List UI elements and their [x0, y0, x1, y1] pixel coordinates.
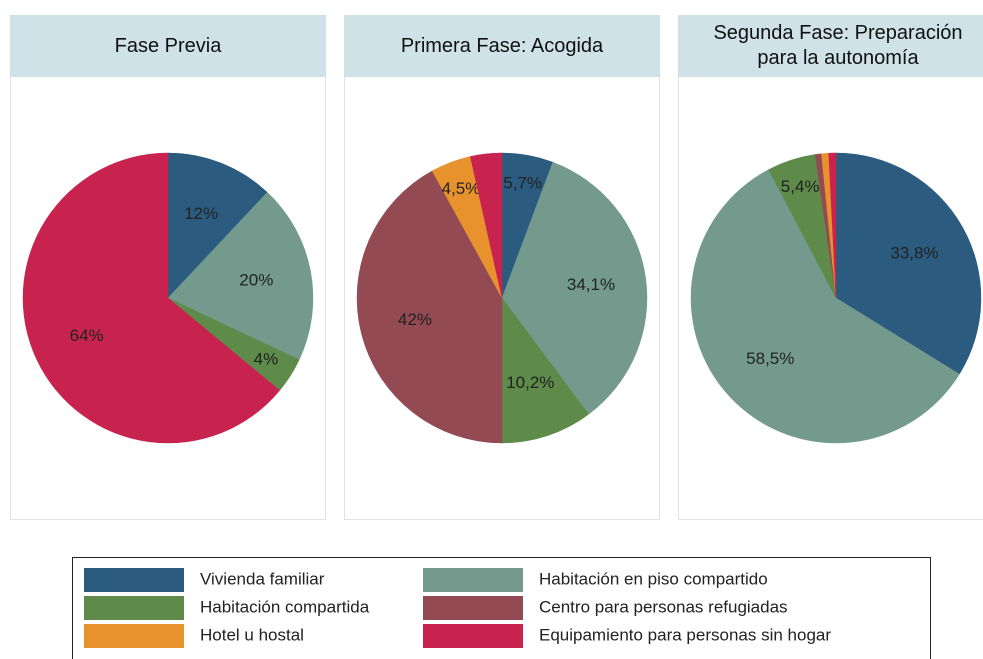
legend-label: Hotel u hostal: [200, 625, 304, 644]
data-label: 4,5%: [442, 179, 481, 198]
panel-header: Segunda Fase: Preparación para la autono…: [678, 15, 983, 77]
chart-title: Fase Previa: [114, 34, 222, 57]
pie-slice: [22, 152, 281, 444]
data-label: 10,2%: [506, 373, 554, 392]
pie-slice: [835, 152, 982, 375]
data-label: 34,1%: [567, 275, 615, 294]
legend-swatch: [84, 568, 184, 592]
panel-header: Primera Fase: Acogida: [344, 15, 660, 77]
panel-header: Fase Previa: [10, 15, 326, 77]
pie-slice: [356, 170, 503, 444]
legend-label: Equipamiento para personas sin hogar: [539, 625, 831, 644]
chart-title: Segunda Fase: Preparación para la autono…: [713, 22, 963, 69]
pie-slice: [501, 161, 648, 415]
pie-slice: [167, 152, 268, 299]
legend-swatch: [423, 624, 523, 648]
legend-label: Centro para personas refugiadas: [539, 597, 788, 616]
data-label: 12%: [184, 204, 218, 223]
legend-label: Habitación compartida: [200, 597, 370, 616]
legend-label: Vivienda familiar: [200, 569, 325, 588]
pie-slice: [167, 191, 314, 361]
legend-swatch: [423, 596, 523, 620]
pie-slice: [828, 152, 837, 299]
pie-slice: [470, 152, 503, 299]
legend-swatch: [84, 624, 184, 648]
chart-title: Primera Fase: Acogida: [400, 34, 604, 57]
data-label: 42%: [398, 310, 432, 329]
data-label: 5,7%: [503, 173, 542, 192]
data-label: 5,4%: [781, 177, 820, 196]
legend-swatch: [84, 596, 184, 620]
pie-slice: [690, 169, 960, 444]
pie-slice: [501, 297, 590, 444]
data-label: 20%: [239, 271, 273, 290]
legend-label: Habitación en piso compartido: [539, 569, 768, 588]
data-label: 33,8%: [890, 244, 938, 263]
legend-swatch: [423, 568, 523, 592]
data-label: 4%: [254, 350, 279, 369]
data-label: 58,5%: [746, 349, 794, 368]
data-label: 64%: [70, 326, 104, 345]
